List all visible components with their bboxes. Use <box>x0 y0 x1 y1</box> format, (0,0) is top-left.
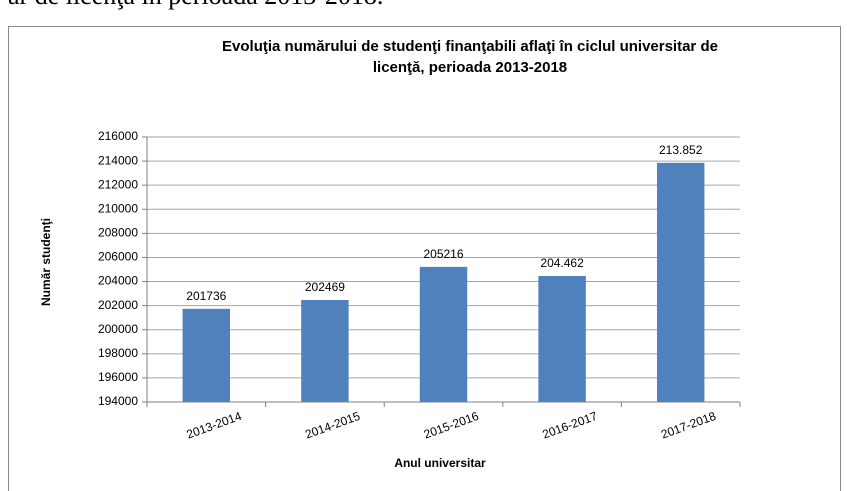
y-axis-title: Număr studenţi <box>39 218 53 306</box>
bar <box>656 162 705 402</box>
data-label: 202469 <box>305 280 345 294</box>
bar <box>301 299 349 402</box>
x-tick-label: 2013-2014 <box>185 409 244 442</box>
y-tick-label: 214000 <box>98 153 138 167</box>
chart-title: licenţă, perioada 2013-2018 <box>373 59 567 76</box>
x-tick-label: 2016-2017 <box>540 409 599 442</box>
data-label: 213.852 <box>659 143 703 157</box>
y-tick-label: 200000 <box>98 322 138 336</box>
chart-frame <box>8 26 841 491</box>
bar <box>182 308 231 402</box>
x-tick-label: 2017-2018 <box>659 409 718 442</box>
data-label: 204.462 <box>540 256 584 270</box>
y-tick-label: 210000 <box>98 201 138 215</box>
data-label: 201736 <box>186 289 226 303</box>
x-tick-label: 2015-2016 <box>422 409 481 442</box>
data-label: 205216 <box>423 247 463 261</box>
x-axis-title: Anul universitar <box>394 456 486 470</box>
y-tick-label: 194000 <box>98 394 138 408</box>
y-tick-label: 198000 <box>98 346 138 360</box>
y-tick-label: 212000 <box>98 177 138 191</box>
y-tick-label: 204000 <box>98 274 138 288</box>
y-tick-label: 196000 <box>98 370 138 384</box>
y-tick-label: 208000 <box>98 226 138 240</box>
y-tick-label: 202000 <box>98 298 138 312</box>
y-tick-label: 206000 <box>98 250 138 264</box>
caption: ar de licenţa în perioada 2013-2018. <box>8 0 383 10</box>
y-tick-label: 216000 <box>98 129 138 143</box>
x-tick-label: 2014-2015 <box>303 409 362 442</box>
bar <box>419 266 468 402</box>
bar <box>538 275 586 402</box>
chart-title: Evoluţia numărului de studenţi finanţabi… <box>222 38 718 55</box>
